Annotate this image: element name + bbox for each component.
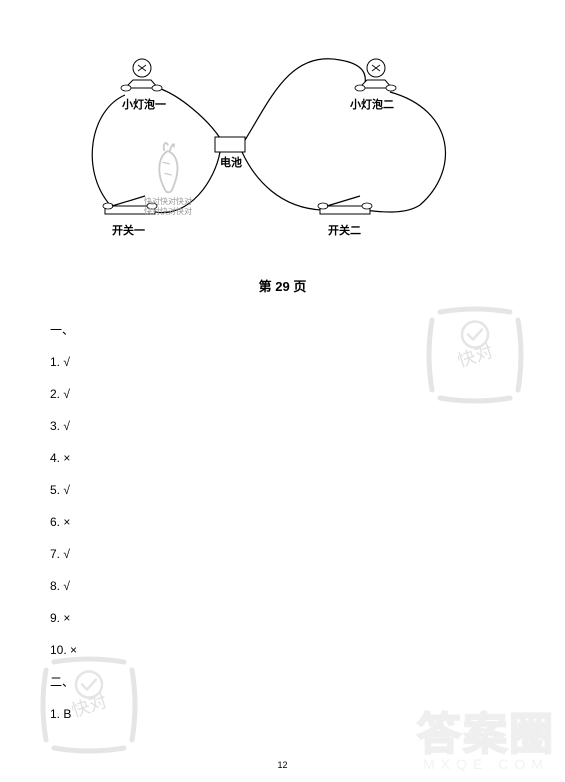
bulb1-icon [121, 59, 162, 91]
carrot-text-1: 快对快对快对 [144, 197, 192, 207]
answer-row: 2. √ [50, 388, 77, 400]
circuit-diagram: 小灯泡一 小灯泡二 电池 开关一 开关二 快对快对快对 快对快对快对 [60, 40, 490, 240]
battery-icon [215, 137, 245, 152]
bulb1-label: 小灯泡一 [122, 96, 166, 112]
answer-row: 8. √ [50, 580, 77, 592]
stamp-watermark: 快对 [34, 650, 144, 760]
answer-row: 4. × [50, 452, 77, 464]
carrot-text-2: 快对快对快对 [144, 207, 192, 217]
carrot-watermark: 快对快对快对 快对快对快对 [144, 140, 192, 217]
circuit-svg [60, 40, 490, 240]
answer-row: 3. √ [50, 420, 77, 432]
section-one-label: 一、 [50, 324, 77, 336]
answer-row: 6. × [50, 516, 77, 528]
answer-row: 5. √ [50, 484, 77, 496]
page-heading: 第 29 页 [0, 276, 565, 295]
corner-watermark-big: 答案圈 [417, 698, 555, 762]
switch2-icon [318, 196, 372, 214]
corner-watermark-small: MXQE.COM [417, 756, 555, 772]
answer-row: 9. × [50, 612, 77, 624]
switch1-label: 开关一 [112, 222, 145, 238]
corner-watermark: 答案圈 MXQE.COM [417, 698, 555, 772]
stamp-watermark: 快对 [420, 300, 530, 410]
answer-row: 7. √ [50, 548, 77, 560]
bulb2-icon [355, 59, 396, 91]
bulb2-label: 小灯泡二 [350, 96, 394, 112]
switch2-label: 开关二 [328, 222, 361, 238]
battery-label: 电池 [220, 154, 242, 170]
answer-row: 1. √ [50, 356, 77, 368]
